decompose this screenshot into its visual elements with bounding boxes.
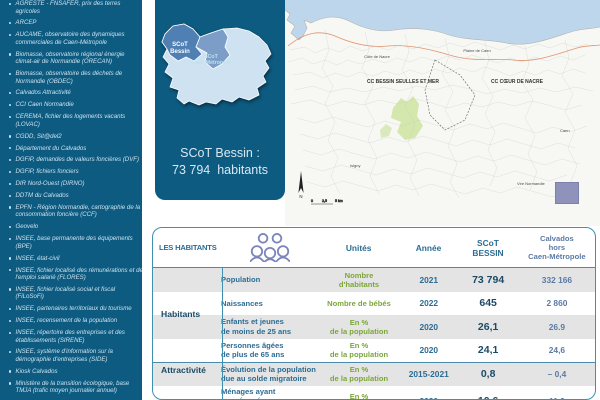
svg-text:CC BESSIN SEULLES ET MER: CC BESSIN SEULLES ET MER bbox=[367, 79, 439, 85]
svg-text:0: 0 bbox=[311, 199, 313, 203]
svg-text:Isigny: Isigny bbox=[350, 163, 360, 168]
svg-text:Côte de Nacre: Côte de Nacre bbox=[364, 54, 391, 59]
svg-text:Caen-Métropole: Caen-Métropole bbox=[191, 60, 230, 66]
svg-text:Caen: Caen bbox=[560, 128, 570, 133]
svg-text:Bessin: Bessin bbox=[170, 49, 190, 55]
svg-text:SCoT: SCoT bbox=[172, 42, 188, 48]
svg-text:2,5: 2,5 bbox=[322, 199, 327, 203]
svg-text:CC CŒUR DE NACRE: CC CŒUR DE NACRE bbox=[491, 79, 544, 85]
svg-text:5 km: 5 km bbox=[335, 199, 343, 203]
svg-text:Vire Normandie: Vire Normandie bbox=[517, 181, 545, 186]
svg-text:N: N bbox=[299, 194, 302, 199]
svg-text:Plaine de Caen: Plaine de Caen bbox=[463, 48, 490, 53]
